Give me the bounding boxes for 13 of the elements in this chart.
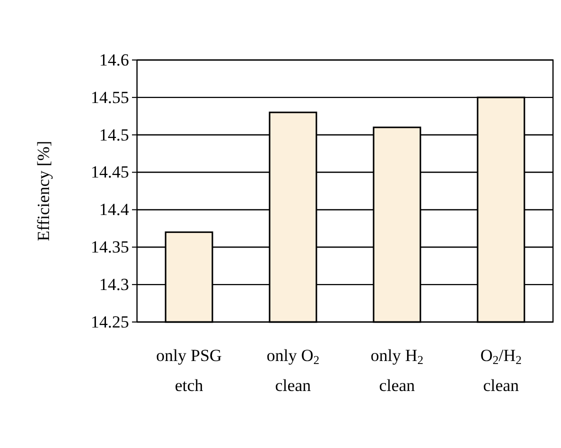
y-tick-label: 14.45: [90, 162, 129, 182]
y-tick-label: 14.3: [99, 275, 129, 294]
y-tick-label: 14.5: [99, 125, 129, 144]
x-tick-label: only PSG etch: [156, 346, 222, 395]
x-tick-label: O$_{2}$/H$_{2}$ clean: [480, 346, 522, 395]
y-tick-label: 14.25: [90, 312, 129, 332]
y-tick-label: 14.4: [99, 200, 130, 220]
x-tick-label: only O$_{2}$ clean: [266, 346, 320, 395]
x-tick-label: only H$_{2}$ clean: [370, 346, 424, 395]
y-tick-label: 14.35: [90, 238, 129, 257]
y-axis-title: Efficiency [%]: [34, 140, 53, 242]
y-tick-label: 14.6: [99, 50, 129, 70]
y-tick-label: 14.55: [90, 88, 129, 107]
